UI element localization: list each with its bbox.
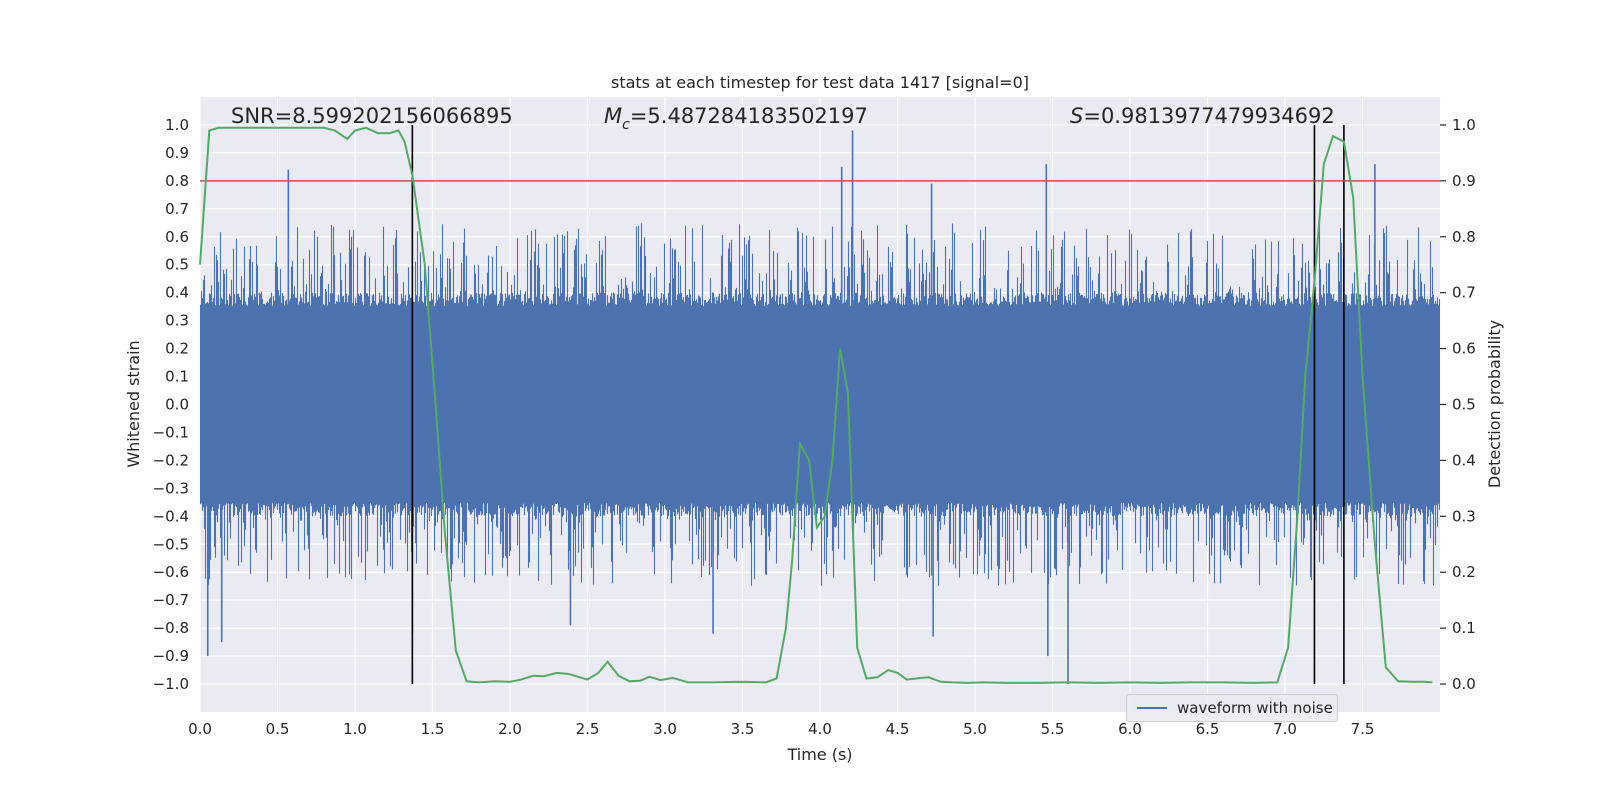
x-tick-label: 4.0	[808, 720, 832, 738]
y-left-tick-label: 0.3	[165, 312, 189, 330]
x-axis-label: Time (s)	[786, 745, 852, 764]
mc-value: =5.487284183502197	[630, 104, 868, 128]
y-left-tick-label: −0.9	[153, 647, 189, 665]
x-tick-label: 2.0	[498, 720, 522, 738]
y-left-tick-label: 0.8	[165, 172, 189, 190]
x-tick-label: 5.5	[1041, 720, 1065, 738]
y-right-tick-label: 0.7	[1452, 284, 1476, 302]
y-right-tick-label: 0.3	[1452, 507, 1476, 525]
x-tick-label: 7.0	[1273, 720, 1297, 738]
x-tick-label: 0.5	[266, 720, 290, 738]
s-symbol: S	[1070, 104, 1083, 128]
snr-annotation: SNR=8.599202156066895	[231, 104, 513, 128]
x-tick-labels: 0.0 0.5 1.0 1.5 2.0 2.5 3.0 3.5 4.0 4.5 5.0 5.5 6.0 6…	[188, 720, 1374, 738]
y-right-tick-labels: 1.0 0.9 0.8 0.7 0.6 0.5 0.4 0.3 0.2 0.1 0.0	[1440, 116, 1476, 693]
vertical-markers	[411, 124, 1345, 685]
legend-swatch	[1137, 707, 1167, 709]
y-left-tick-label: −0.3	[153, 479, 189, 497]
probability-series	[199, 126, 1433, 684]
y-left-tick-label: −0.2	[153, 451, 189, 469]
s-annotation: S=0.9813977479934692	[1070, 104, 1335, 128]
waveform-body	[199, 223, 1441, 586]
x-tick-label: 1.0	[343, 720, 367, 738]
y-left-tick-label: 0.6	[165, 228, 189, 246]
mc-annotation: Mc=5.487284183502197	[604, 104, 868, 133]
y-left-tick-label: −0.6	[153, 563, 189, 581]
y-right-tick-label: 0.1	[1452, 619, 1476, 637]
y-left-axis-label: Whitened strain	[124, 340, 143, 467]
y-left-tick-label: 0.5	[165, 256, 189, 274]
x-tick-label: 7.5	[1351, 720, 1375, 738]
y-left-tick-label: −1.0	[153, 675, 189, 693]
mc-subscript: c	[622, 117, 630, 133]
y-left-tick-label: 0.0	[165, 396, 189, 414]
y-right-tick-label: 1.0	[1452, 116, 1476, 134]
x-tick-label: 6.0	[1118, 720, 1142, 738]
y-right-tick-label: 0.8	[1452, 228, 1476, 246]
legend: waveform with noise	[1126, 694, 1338, 722]
s-value: =0.9813977479934692	[1083, 104, 1334, 128]
y-right-axis-label: Detection probability	[1485, 320, 1504, 488]
x-tick-label: 3.5	[731, 720, 755, 738]
y-left-tick-label: −0.7	[153, 591, 189, 609]
y-left-tick-label: −0.8	[153, 619, 189, 637]
y-right-tick-label: 0.9	[1452, 172, 1476, 190]
y-left-tick-label: −0.5	[153, 535, 189, 553]
y-right-tick-label: 0.0	[1452, 675, 1476, 693]
x-tick-label: 3.0	[653, 720, 677, 738]
x-tick-label: 4.5	[886, 720, 910, 738]
x-tick-label: 5.0	[963, 720, 987, 738]
y-right-tick-label: 0.4	[1452, 451, 1476, 469]
y-left-tick-label: 0.4	[165, 284, 189, 302]
mc-symbol: M	[604, 104, 622, 128]
y-left-tick-label: 0.2	[165, 340, 189, 358]
y-right-tick-label: 0.6	[1452, 340, 1476, 358]
y-right-tick-label: 0.5	[1452, 396, 1476, 414]
x-tick-label: 6.5	[1196, 720, 1220, 738]
x-tick-label: 2.5	[576, 720, 600, 738]
y-left-tick-label: −0.4	[153, 507, 189, 525]
y-left-tick-label: 1.0	[165, 116, 189, 134]
x-tick-label: 0.0	[188, 720, 212, 738]
y-left-tick-label: 0.7	[165, 200, 189, 218]
x-tick-label: 1.5	[421, 720, 445, 738]
chart-title: stats at each timestep for test data 141…	[611, 73, 1029, 92]
y-left-tick-label: 0.1	[165, 368, 189, 386]
y-left-tick-label: 0.9	[165, 144, 189, 162]
y-left-tick-labels: 1.0 0.9 0.8 0.7 0.6 0.5 0.4 0.3 0.2 0.1 0.0 −0.1 −0.…	[153, 116, 189, 693]
y-right-tick-label: 0.2	[1452, 563, 1476, 581]
y-left-tick-label: −0.1	[153, 423, 189, 441]
legend-label: waveform with noise	[1177, 699, 1333, 717]
